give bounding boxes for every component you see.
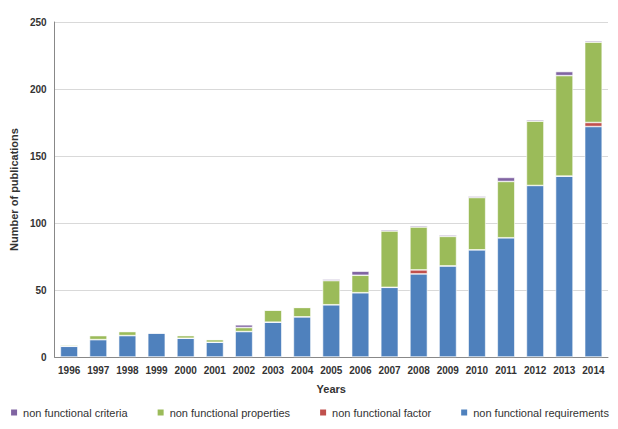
svg-text:Number of publications: Number of publications [8, 128, 20, 251]
svg-text:2002: 2002 [233, 365, 256, 376]
svg-text:2012: 2012 [524, 365, 547, 376]
svg-text:2005: 2005 [320, 365, 343, 376]
svg-text:non functional requirements: non functional requirements [473, 407, 609, 419]
svg-text:2003: 2003 [262, 365, 285, 376]
svg-text:2009: 2009 [437, 365, 460, 376]
svg-text:1997: 1997 [87, 365, 110, 376]
svg-text:1998: 1998 [116, 365, 139, 376]
svg-text:2000: 2000 [175, 365, 198, 376]
svg-text:2004: 2004 [291, 365, 314, 376]
svg-text:non functional properties: non functional properties [170, 407, 291, 419]
svg-text:non functional criteria: non functional criteria [23, 407, 128, 419]
svg-text:2001: 2001 [204, 365, 227, 376]
svg-text:2010: 2010 [466, 365, 489, 376]
svg-text:1996: 1996 [58, 365, 81, 376]
svg-text:1999: 1999 [145, 365, 168, 376]
svg-text:150: 150 [30, 151, 47, 162]
svg-text:2007: 2007 [378, 365, 401, 376]
svg-text:2013: 2013 [553, 365, 576, 376]
svg-text:200: 200 [30, 84, 47, 95]
svg-text:2014: 2014 [582, 365, 605, 376]
svg-text:0: 0 [41, 352, 47, 363]
svg-text:non functional factor: non functional factor [332, 407, 431, 419]
svg-text:Years: Years [317, 383, 346, 395]
svg-text:100: 100 [30, 218, 47, 229]
svg-text:50: 50 [35, 285, 47, 296]
svg-text:2008: 2008 [408, 365, 431, 376]
svg-text:2011: 2011 [495, 365, 517, 376]
svg-text:250: 250 [30, 17, 47, 28]
svg-text:2006: 2006 [349, 365, 372, 376]
